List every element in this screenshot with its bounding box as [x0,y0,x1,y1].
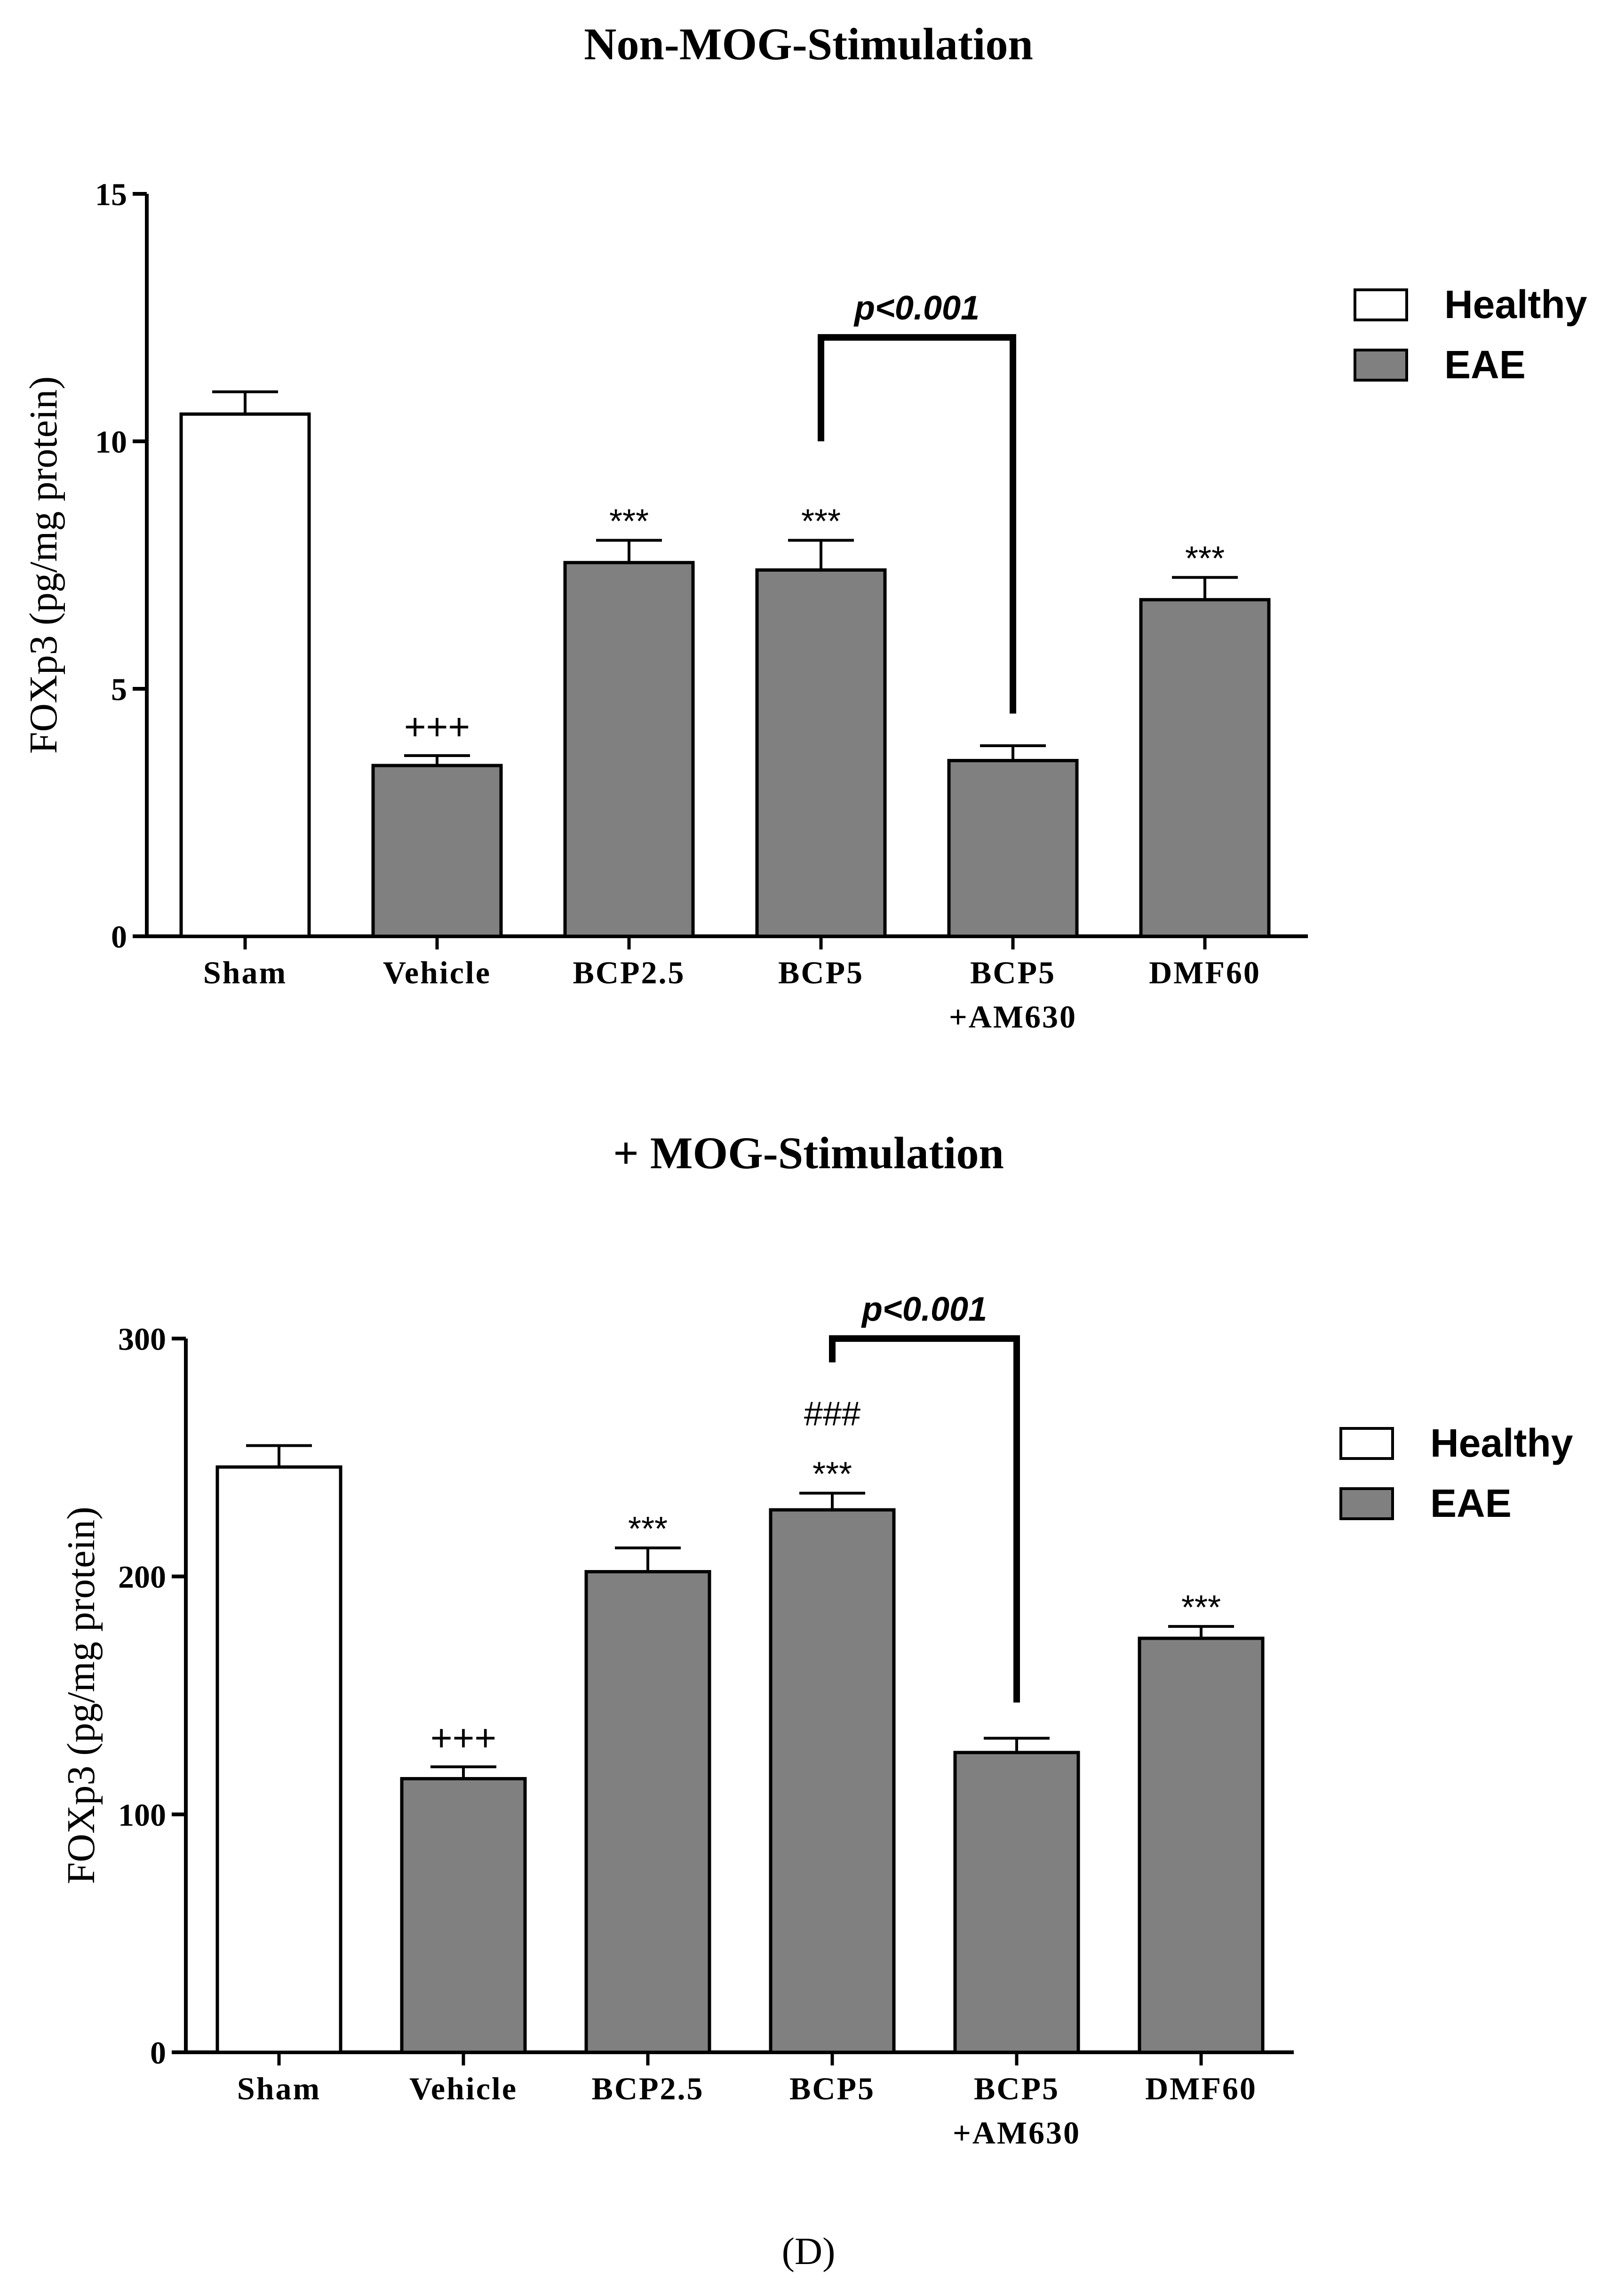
x-tick-label: BCP5 [974,2071,1059,2106]
x-tick-label: BCP5 [778,955,864,990]
legend-swatch [1354,288,1408,321]
x-tick-label: BCP2.5 [592,2071,704,2106]
x-tick-label: Sham [237,2071,321,2106]
x-tick-label: +AM630 [949,999,1077,1035]
bar [1139,598,1271,938]
legend-label: EAE [1444,343,1526,387]
y-tick-label: 300 [118,1321,166,1357]
bar [769,1508,896,2054]
y-tick-label: 200 [118,1559,166,1595]
comparison-bracket [829,1335,1020,1703]
p-value-label: p<0.001 [861,1291,987,1328]
bar [755,568,887,938]
y-tick-label: 0 [150,2035,166,2071]
legend-label: EAE [1430,1481,1512,1525]
x-tick-label: BCP5 [789,2071,875,2106]
y-axis-label: FOXp3 (pg/mg protein) [59,1507,103,1884]
legend-label: Healthy [1444,282,1587,327]
bar [371,764,503,938]
x-tick-label: DMF60 [1145,2071,1257,2106]
x-tick-label: Vehicle [409,2071,518,2106]
significance-marker: *** [609,502,649,540]
x-tick-label: Vehicle [383,955,491,990]
p-value-label: p<0.001 [853,289,980,327]
bar [400,1777,527,2054]
x-tick-label: Sham [203,955,287,990]
x-tick-label: BCP2.5 [573,955,685,990]
legend-swatch [1354,349,1408,382]
legend-label: Healthy [1430,1421,1573,1465]
y-tick-label: 15 [95,176,127,212]
x-tick-label: +AM630 [953,2115,1081,2151]
bar [1138,1636,1265,2054]
significance-marker: *** [628,1510,668,1548]
bar [953,1751,1080,2054]
legend-swatch [1339,1487,1394,1520]
x-tick-label: DMF60 [1149,955,1261,990]
significance-marker: ### [804,1395,860,1433]
bar [215,1465,343,2054]
significance-marker: *** [801,502,841,540]
y-tick-label: 5 [111,671,127,707]
bar [563,561,695,938]
bar [179,412,311,938]
significance-marker: *** [1185,540,1225,577]
bar [947,759,1079,938]
y-tick-label: 100 [118,1797,166,1833]
y-tick-label: 10 [95,424,127,460]
legend-swatch [1339,1427,1394,1460]
chart-title: + MOG-Stimulation [613,1128,1004,1178]
significance-marker: *** [812,1456,852,1493]
bar-chart-non-mog: 0 5 10 15 FOXp3 (pg/mg protein) Sham Vehicle BC… [22,176,1587,1035]
bar [584,1570,711,2054]
bar-chart-mog: 0 100 200 300 FOXp3 (pg/mg protein) Sham Vehic… [59,1291,1573,2151]
y-tick-label: 0 [111,919,127,955]
x-tick-label: BCP5 [970,955,1056,990]
y-axis-label: FOXp3 (pg/mg protein) [22,376,65,754]
figure-label: (D) [781,2230,836,2272]
significance-marker: *** [1181,1589,1221,1626]
significance-marker: +++ [404,706,470,748]
significance-marker: +++ [430,1717,496,1759]
comparison-bracket [818,334,1016,714]
chart-title: Non-MOG-Stimulation [584,19,1033,69]
